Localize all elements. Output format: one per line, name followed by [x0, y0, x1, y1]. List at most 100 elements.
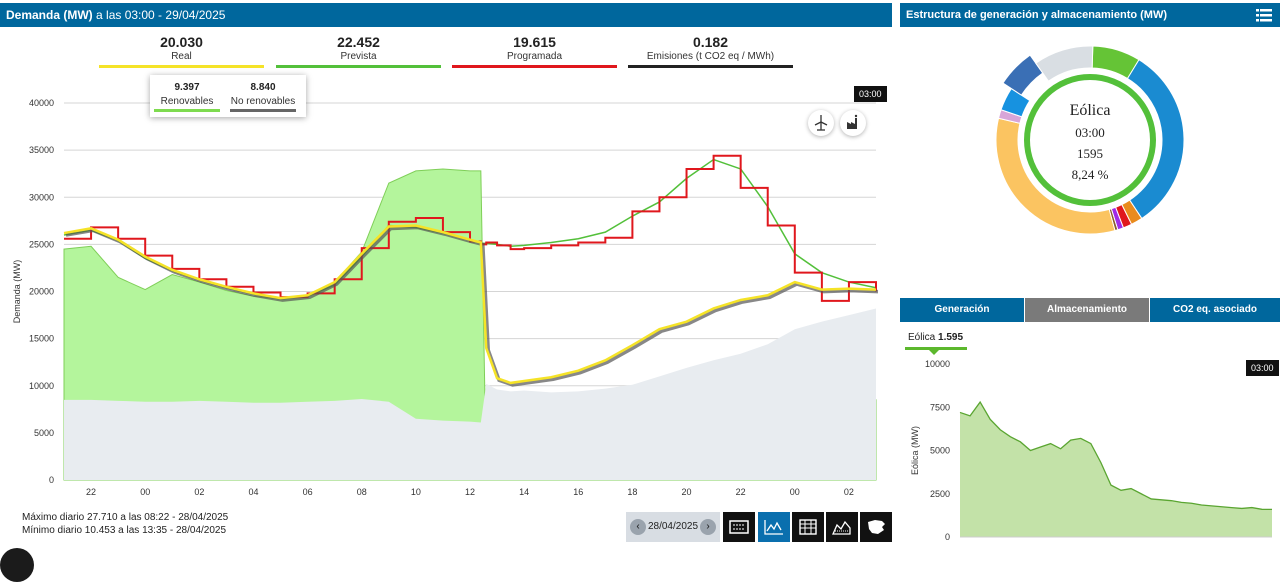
- donut-center-time: 03:00: [1075, 125, 1105, 140]
- list-menu-icon[interactable]: [1256, 7, 1272, 23]
- y-tick-label: 5000: [34, 428, 54, 438]
- eolica-line: [959, 400, 1273, 511]
- eolica-chart[interactable]: 0 2500 5000 7500 10000 Eólica (MW): [900, 352, 1280, 552]
- eolica-legend: Eólica 1.595: [908, 332, 963, 343]
- programada-line: [64, 154, 877, 302]
- popup-norenovables-bar: [230, 109, 296, 112]
- non-renewables-area: [64, 308, 876, 480]
- kpi-programada-label: Programada: [506, 51, 563, 62]
- wind-filter-button[interactable]: [808, 110, 834, 136]
- kpi-real-value: 20.030: [160, 34, 203, 50]
- x-tick-label: 02: [194, 487, 204, 497]
- popup-norenovables-label: No renovables: [230, 96, 296, 107]
- kpi-prevista-label: Prevista: [340, 51, 377, 62]
- kpi-programada-bar: [452, 65, 617, 68]
- tab-co2[interactable]: CO2 eq. asociado: [1150, 298, 1280, 322]
- time-tooltip: 03:00: [854, 86, 887, 102]
- x-tick-label: 00: [790, 487, 800, 497]
- factory-filter-button[interactable]: [840, 110, 866, 136]
- kpi-real-bar: [99, 65, 264, 68]
- real-line: [63, 224, 877, 385]
- x-tick-label: 22: [86, 487, 96, 497]
- donut-center-value: 1595: [1077, 146, 1103, 161]
- kpi-prevista-bar: [276, 65, 441, 68]
- real-line-shadow: [65, 225, 879, 387]
- date-navigator: 28/04/2025 ‹ ›: [626, 512, 720, 542]
- x-tick-label: 22: [736, 487, 746, 497]
- wind-turbine-icon: [814, 115, 828, 131]
- kpi-emisiones-value: 0.182: [692, 34, 729, 50]
- demand-chart[interactable]: 0 5000 10000 15000 20000 25000 30000 35000 40000…: [0, 85, 892, 505]
- tab-generacion[interactable]: Generación: [900, 298, 1024, 322]
- daily-min: Mínimo diario 10.453 a las 13:35 - 28/04…: [22, 525, 227, 536]
- x-tick-label: 20: [682, 487, 692, 497]
- table-icon: [799, 519, 817, 535]
- eolica-y-tick-label: 2500: [930, 489, 950, 499]
- x-tick-label: 00: [140, 487, 150, 497]
- kpi-emisiones[interactable]: 0.182 Emisiones (t CO2 eq / MWh): [628, 34, 793, 68]
- demand-header: Demanda (MW) a las 03:00 - 29/04/2025: [0, 3, 892, 27]
- header-subtitle: a las 03:00 - 29/04/2025: [96, 8, 226, 22]
- tab-almacenamiento[interactable]: Almacenamiento: [1025, 298, 1149, 322]
- y-tick-label: 30000: [29, 192, 54, 202]
- eolica-legend-name: Eólica: [908, 332, 936, 343]
- x-tick-label: 06: [303, 487, 313, 497]
- kpi-real-label: Real: [171, 51, 192, 62]
- kpi-emisiones-label: Emisiones (t CO2 eq / MWh): [646, 51, 775, 62]
- eolica-y-tick-label: 5000: [930, 446, 950, 456]
- donut-center-percent: 8,24 %: [1071, 167, 1109, 182]
- eolica-y-tick-label: 0: [945, 532, 950, 542]
- popup-renovables-value: 9.397: [174, 82, 200, 93]
- kpi-prevista[interactable]: 22.452 Prevista: [276, 34, 441, 68]
- x-tick-label: 04: [248, 487, 258, 497]
- spain-map-icon: [868, 520, 885, 534]
- eolica-area: [960, 402, 1272, 537]
- y-tick-label: 35000: [29, 145, 54, 155]
- eolica-y-tick-label: 7500: [930, 402, 950, 412]
- donut-segment-hidráulica: [1000, 87, 1031, 118]
- current-date: 28/04/2025: [647, 521, 699, 532]
- factory-icon: [847, 114, 858, 129]
- next-date-button[interactable]: ›: [700, 519, 716, 535]
- kpi-real[interactable]: 20.030 Real: [99, 34, 264, 68]
- y-tick-label: 40000: [29, 98, 54, 108]
- prev-date-button[interactable]: ‹: [630, 519, 646, 535]
- popup-renovables[interactable]: 9.397 Renovables: [154, 82, 220, 112]
- kpi-programada-value: 19.615: [513, 34, 556, 50]
- renewables-popup: 9.397 Renovables 8.840 No renovables: [150, 75, 306, 117]
- line-chart-button[interactable]: [758, 512, 790, 542]
- area-chart-button[interactable]: [826, 512, 858, 542]
- eolica-legend-underline: [905, 347, 967, 355]
- donut-selected-ring: [1024, 74, 1156, 206]
- donut-segment-otros: [1035, 45, 1094, 82]
- kpi-programada[interactable]: 19.615 Programada: [452, 34, 617, 68]
- daily-max: Máximo diario 27.710 a las 08:22 - 28/04…: [22, 512, 229, 523]
- popup-norenovables[interactable]: 8.840 No renovables: [230, 82, 296, 112]
- generation-donut-chart[interactable]: [980, 30, 1200, 250]
- y-tick-label: 20000: [29, 287, 54, 297]
- chat-button[interactable]: [0, 548, 34, 582]
- keyboard-button[interactable]: [723, 512, 755, 542]
- y-tick-label: 0: [49, 475, 54, 485]
- donut-segment-almacenamiento: [1002, 54, 1044, 96]
- x-tick-label: 02: [844, 487, 854, 497]
- popup-renovables-label: Renovables: [160, 96, 214, 107]
- eolica-y-tick-label: 10000: [925, 359, 950, 369]
- eolica-legend-value: 1.595: [938, 332, 964, 343]
- structure-header: Estructura de generación y almacenamient…: [900, 3, 1280, 27]
- table-button[interactable]: [792, 512, 824, 542]
- y-tick-label: 25000: [29, 239, 54, 249]
- popup-norenovables-value: 8.840: [250, 82, 276, 93]
- structure-title: Estructura de generación y almacenamient…: [906, 9, 1168, 21]
- map-button[interactable]: [860, 512, 892, 542]
- line-chart-icon: [764, 520, 783, 535]
- area-chart-icon: [831, 520, 851, 535]
- kpi-prevista-value: 22.452: [337, 34, 380, 50]
- eolica-y-axis-label: Eólica (MW): [910, 426, 920, 475]
- x-tick-label: 12: [465, 487, 475, 497]
- x-tick-label: 16: [573, 487, 583, 497]
- y-tick-label: 15000: [29, 334, 54, 344]
- y-tick-label: 10000: [29, 381, 54, 391]
- popup-renovables-bar: [154, 109, 220, 112]
- x-tick-label: 18: [627, 487, 637, 497]
